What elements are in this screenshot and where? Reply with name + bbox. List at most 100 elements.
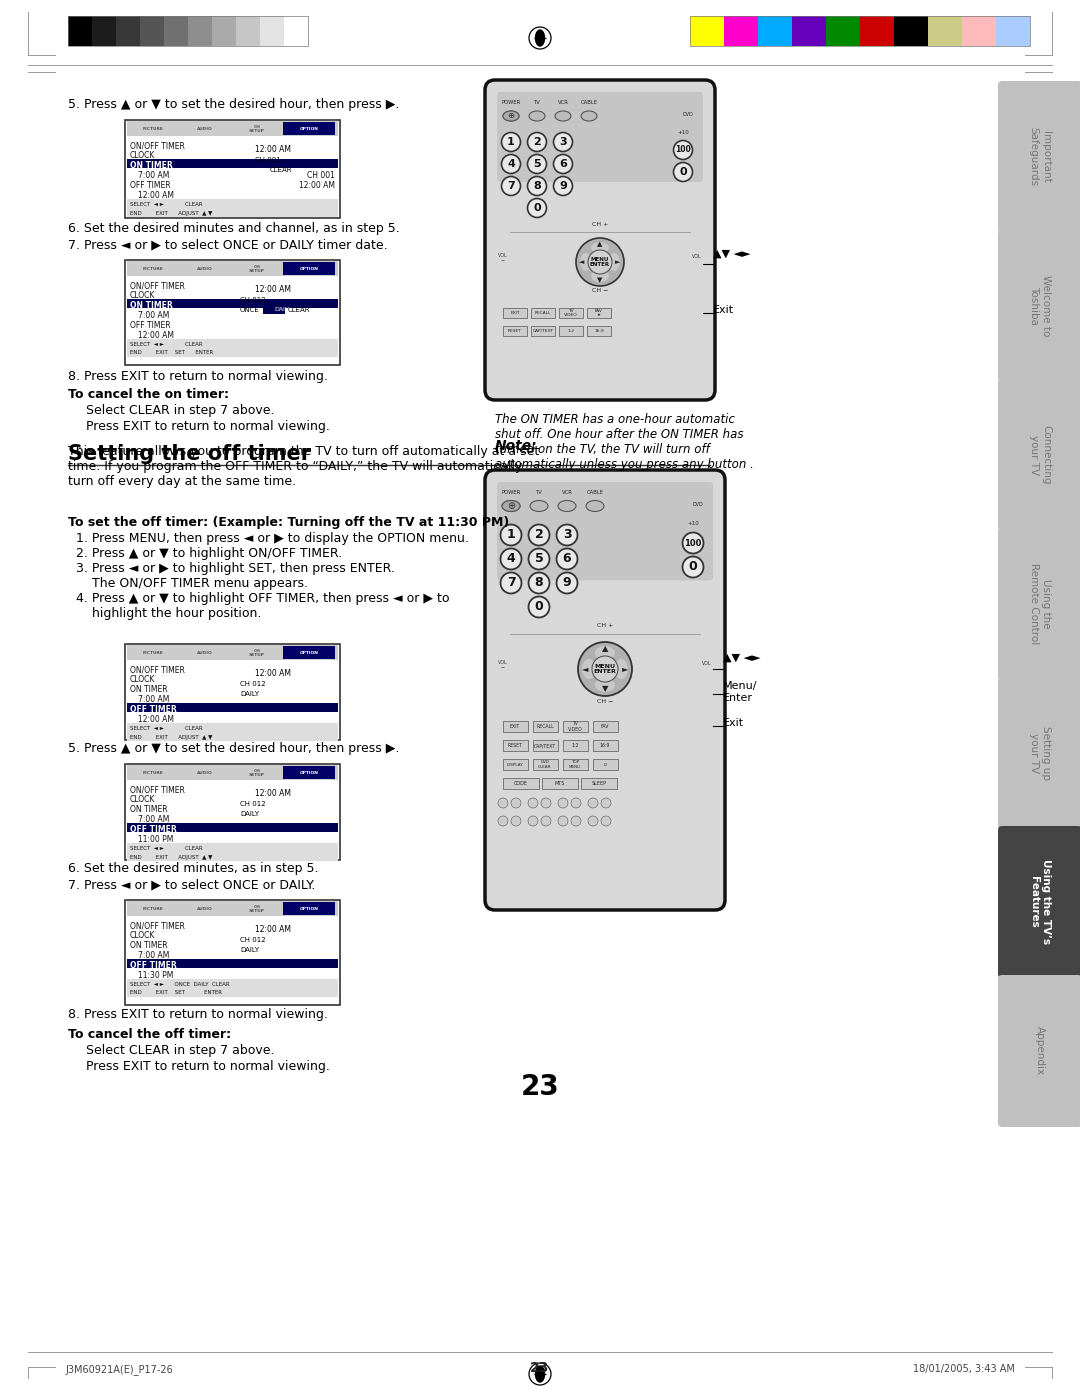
Text: CH
SETUP: CH SETUP (249, 905, 265, 913)
Text: Note:: Note: (495, 438, 538, 452)
Text: 1:2: 1:2 (571, 743, 579, 748)
Text: 11:30 PM: 11:30 PM (138, 972, 174, 980)
Text: CH
SETUP: CH SETUP (249, 124, 265, 133)
Text: CLOCK: CLOCK (130, 796, 156, 804)
Bar (559, 309, 583, 318)
Text: ON/OFF TIMER: ON/OFF TIMER (130, 282, 185, 290)
Text: CH −: CH − (597, 699, 613, 704)
Text: ON/OFF TIMER: ON/OFF TIMER (130, 786, 185, 794)
FancyBboxPatch shape (998, 826, 1080, 979)
Text: ◄: ◄ (579, 260, 584, 265)
Text: CABLE: CABLE (586, 490, 604, 496)
Text: 3: 3 (563, 529, 571, 542)
Text: OFF TIMER: OFF TIMER (130, 705, 177, 715)
Bar (894, 15, 928, 46)
Text: 12:00 AM: 12:00 AM (255, 145, 291, 154)
Text: 7:00 AM: 7:00 AM (138, 695, 170, 705)
Text: 9: 9 (559, 181, 567, 191)
Bar (92, 15, 116, 46)
Text: DAILY: DAILY (240, 691, 259, 697)
Text: 6. Set the desired minutes and channel, as in step 5.: 6. Set the desired minutes and channel, … (68, 222, 400, 235)
Bar (724, 15, 758, 46)
Bar (531, 309, 555, 318)
Text: 6. Set the desired minutes, as in step 5.: 6. Set the desired minutes, as in step 5… (68, 861, 319, 875)
Text: CH 012: CH 012 (240, 801, 266, 807)
Text: ON/OFF TIMER: ON/OFF TIMER (130, 666, 185, 674)
Ellipse shape (555, 112, 571, 121)
Circle shape (556, 525, 578, 546)
Circle shape (528, 525, 550, 546)
Text: ►: ► (622, 664, 629, 673)
Bar (581, 778, 617, 789)
Bar (127, 959, 338, 967)
Text: OPTION: OPTION (299, 907, 319, 912)
Text: 2: 2 (535, 529, 543, 542)
Text: MTS: MTS (555, 780, 565, 786)
Text: 5. Press ▲ or ▼ to set the desired hour, then press ▶.: 5. Press ▲ or ▼ to set the desired hour,… (68, 98, 400, 112)
Text: ►: ► (616, 260, 621, 265)
Text: DVD
CLEAR: DVD CLEAR (538, 761, 552, 769)
Circle shape (527, 198, 546, 218)
Bar (212, 15, 237, 46)
Text: CH 012: CH 012 (240, 681, 266, 687)
Text: 23: 23 (530, 1361, 550, 1375)
Text: SELECT  ◄ ►            CLEAR: SELECT ◄ ► CLEAR (130, 342, 203, 348)
Text: ON TIMER: ON TIMER (130, 685, 167, 694)
Ellipse shape (530, 501, 548, 511)
Text: ◄: ◄ (582, 664, 589, 673)
Circle shape (683, 557, 703, 578)
Bar (127, 979, 338, 997)
Bar (116, 15, 140, 46)
Bar (563, 759, 588, 771)
Circle shape (511, 799, 521, 808)
FancyBboxPatch shape (998, 378, 1080, 530)
Bar (125, 120, 340, 218)
Text: CLOCK: CLOCK (130, 676, 156, 684)
Text: 5: 5 (534, 159, 541, 169)
Bar (140, 15, 164, 46)
Circle shape (576, 237, 624, 286)
Text: AUDIO: AUDIO (198, 651, 213, 655)
Ellipse shape (503, 112, 519, 121)
Text: CH 012: CH 012 (240, 937, 266, 944)
Bar (68, 15, 92, 46)
Circle shape (588, 817, 598, 826)
Text: ▼: ▼ (602, 684, 608, 694)
FancyBboxPatch shape (485, 470, 725, 910)
Text: 7: 7 (508, 181, 515, 191)
Circle shape (558, 817, 568, 826)
Text: 12:00 AM: 12:00 AM (138, 716, 174, 725)
Text: ⊕: ⊕ (508, 112, 514, 120)
Text: CH −: CH − (592, 288, 608, 293)
Text: 4. Press ▲ or ▼ to highlight OFF TIMER, then press ◄ or ▶ to: 4. Press ▲ or ▼ to highlight OFF TIMER, … (76, 592, 449, 604)
Text: VCR: VCR (557, 101, 568, 105)
Text: EXIT: EXIT (510, 311, 519, 315)
Circle shape (498, 817, 508, 826)
Text: 0: 0 (535, 600, 543, 613)
Text: CH 001: CH 001 (307, 172, 335, 180)
Text: ON TIMER: ON TIMER (130, 805, 167, 814)
Text: PICTURE: PICTURE (143, 651, 163, 655)
Text: ON TIMER: ON TIMER (130, 941, 167, 951)
Text: END        EXIT      ADJUST  ▲ ▼: END EXIT ADJUST ▲ ▼ (130, 211, 213, 215)
Text: To set the off timer: (Example: Turning off the TV at 11:30 PM): To set the off timer: (Example: Turning … (68, 517, 510, 529)
Ellipse shape (591, 269, 609, 282)
Text: 8. Press EXIT to return to normal viewing.: 8. Press EXIT to return to normal viewin… (68, 1008, 328, 1020)
Text: 1: 1 (508, 137, 515, 147)
Text: Menu/: Menu/ (723, 681, 757, 691)
Circle shape (571, 799, 581, 808)
Text: Exit: Exit (713, 304, 734, 315)
Text: 11:00 PM: 11:00 PM (138, 835, 174, 845)
Bar (503, 309, 527, 318)
Bar (593, 759, 618, 771)
Text: 12:00 AM: 12:00 AM (138, 331, 174, 341)
Text: 5: 5 (535, 553, 543, 565)
Text: 4: 4 (508, 159, 515, 169)
Text: This feature allows you to program the TV to turn off automatically at a set
tim: This feature allows you to program the T… (68, 445, 539, 489)
Bar (559, 327, 583, 336)
Text: 12:00 AM: 12:00 AM (255, 285, 291, 295)
Text: 0: 0 (534, 202, 541, 214)
Text: VOL
−: VOL − (498, 659, 508, 670)
Text: ON/OFF TIMER: ON/OFF TIMER (130, 141, 185, 151)
Text: EXIT: EXIT (510, 725, 521, 729)
